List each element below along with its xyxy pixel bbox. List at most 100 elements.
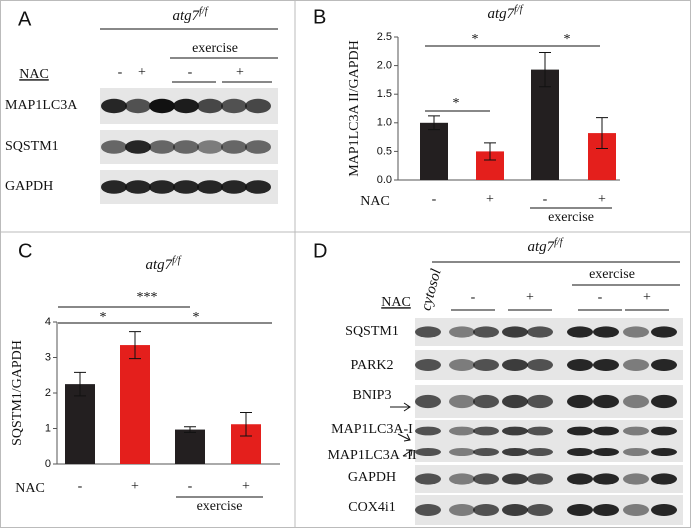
band: [101, 98, 127, 114]
band: [623, 394, 649, 409]
band: [567, 426, 593, 436]
band: [173, 98, 199, 114]
group-label: exercise: [192, 41, 238, 56]
title-superscript: f/f: [199, 6, 209, 17]
significance: *: [472, 32, 479, 47]
band: [473, 448, 499, 456]
title-text: atg7: [172, 8, 200, 24]
lane-label: +: [526, 290, 534, 305]
title-text: atg7: [145, 257, 173, 273]
band: [125, 140, 151, 154]
band: [623, 359, 649, 371]
y-tick-label: 0: [45, 458, 51, 470]
band: [502, 394, 528, 409]
row-label: COX4i1: [348, 500, 395, 515]
x-tick-label: -: [188, 479, 193, 494]
x-tick-label: +: [131, 479, 139, 494]
band: [173, 180, 199, 194]
row-label: BNIP3: [353, 388, 392, 403]
error-bar: [428, 115, 440, 131]
band: [593, 426, 619, 436]
band: [567, 394, 593, 409]
band: [527, 359, 553, 371]
y-axis-label: SQSTM1/GAPDH: [10, 340, 25, 446]
band: [125, 98, 151, 114]
title-text: atg7: [487, 6, 515, 22]
band: [221, 140, 247, 154]
lane-label: +: [643, 290, 651, 305]
band: [415, 394, 441, 409]
error-bar: [596, 117, 608, 150]
error-bar: [484, 142, 496, 161]
band: [527, 394, 553, 409]
band: [593, 359, 619, 371]
band: [623, 326, 649, 338]
band: [245, 140, 271, 154]
title-text: atg7: [527, 239, 555, 255]
bar: [65, 384, 95, 464]
band: [502, 326, 528, 338]
band: [125, 180, 151, 194]
band: [593, 394, 619, 409]
band: [651, 448, 677, 456]
band: [651, 394, 677, 409]
band: [567, 504, 593, 516]
band: [415, 473, 441, 485]
row-label: SQSTM1: [5, 139, 59, 154]
band: [173, 140, 199, 154]
row-label: MAP1LC3A -II: [327, 448, 416, 463]
significance: *: [453, 96, 460, 111]
row-label: NAC: [19, 67, 49, 82]
y-tick-label: 0.5: [377, 145, 392, 157]
band: [221, 98, 247, 114]
row-label: SQSTM1: [345, 324, 399, 339]
band: [473, 504, 499, 516]
band: [502, 473, 528, 485]
band: [567, 326, 593, 338]
band: [502, 426, 528, 436]
title: atg7f/f: [487, 4, 523, 22]
band: [149, 180, 175, 194]
x-tick-label: -: [543, 192, 548, 207]
panel-label: B: [313, 6, 326, 28]
band: [623, 448, 649, 456]
band: [449, 326, 475, 338]
y-axis-label: MAP1LC3A II/GAPDH: [347, 40, 362, 177]
panel-label: D: [313, 240, 327, 262]
band: [593, 473, 619, 485]
error-bar: [184, 426, 196, 433]
y-tick-label: 3: [45, 351, 51, 363]
bar: [120, 345, 150, 464]
group-label: exercise: [548, 210, 594, 225]
band: [651, 359, 677, 371]
x-tick-label: -: [432, 192, 437, 207]
x-tick-label: +: [486, 192, 494, 207]
band: [502, 504, 528, 516]
bar: [175, 429, 205, 464]
panel-label: C: [18, 240, 32, 262]
lane-label: +: [138, 65, 146, 80]
band: [651, 326, 677, 338]
lane-label: -: [118, 65, 123, 80]
arrow: [402, 449, 413, 457]
group-label: exercise: [589, 267, 635, 282]
group-label: exercise: [197, 499, 243, 514]
row-label: GAPDH: [5, 179, 53, 194]
y-tick-label: 2.5: [377, 31, 392, 43]
lane-label: -: [598, 290, 603, 305]
significance: ***: [137, 290, 158, 305]
band: [502, 448, 528, 456]
error-bar: [240, 412, 252, 437]
band: [651, 473, 677, 485]
bar: [420, 122, 448, 180]
band: [149, 98, 175, 114]
error-bar: [74, 371, 86, 397]
band: [623, 473, 649, 485]
arrow: [390, 402, 411, 412]
x-tick-label: +: [598, 192, 606, 207]
band: [415, 426, 441, 436]
band: [449, 448, 475, 456]
band: [449, 426, 475, 436]
row-label: MAP1LC3A: [5, 98, 78, 113]
error-bar: [129, 331, 141, 360]
